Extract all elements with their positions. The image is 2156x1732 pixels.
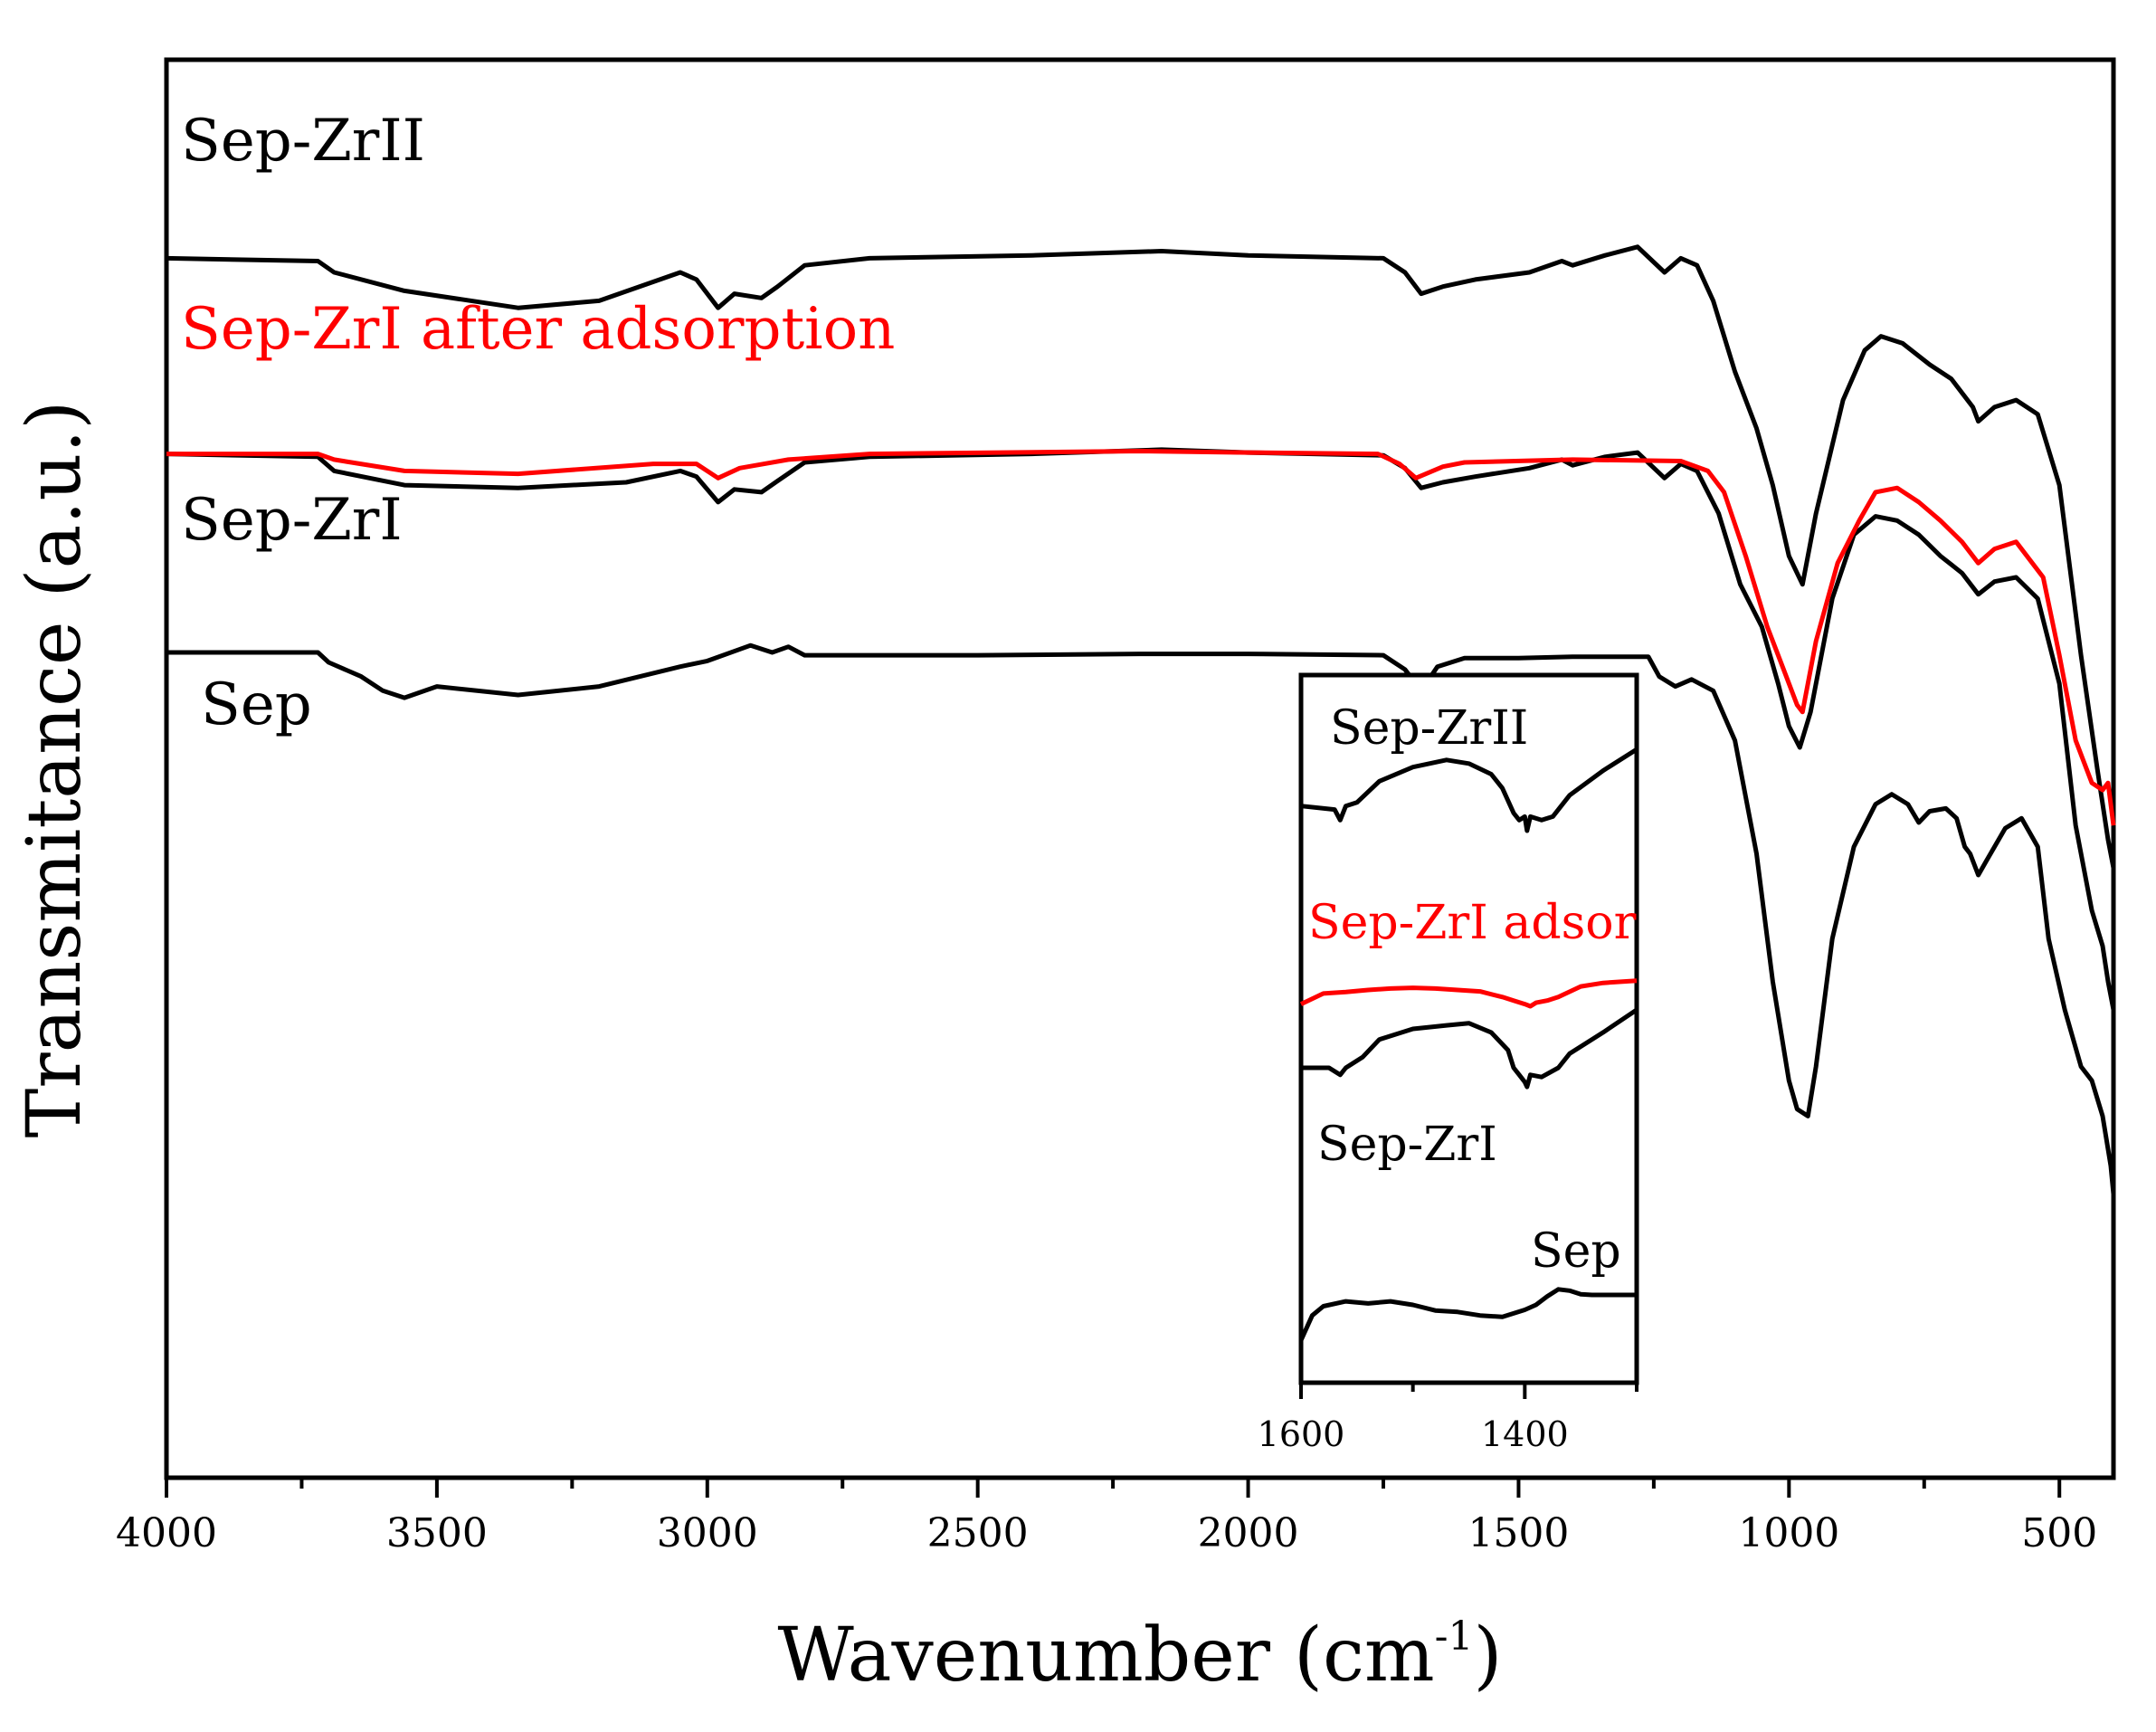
series-label-sep-zri-after-adsorption: Sep-ZrI after adsorption (181, 296, 895, 363)
series-label-sep-zri: Sep-ZrI (181, 487, 403, 554)
series-line-sep-zri-after-adsorption (166, 449, 2116, 826)
y-axis-title: Transmitance (a.u.) (12, 401, 98, 1138)
plot-frame (164, 57, 2116, 1480)
inset-chart: 1600 1400 Sep-ZrII Sep-ZrI adsor Sep-ZrI … (1258, 672, 1639, 1454)
x-axis-ticks: 4000 3500 3000 2500 2000 1500 1000 500 (116, 1478, 2097, 1556)
x-tick-label: 2500 (927, 1510, 1029, 1556)
series-label-sep-zrii: Sep-ZrII (181, 108, 425, 175)
main-series-group (166, 244, 2116, 1194)
series-label-sep: Sep (201, 671, 312, 738)
inset-line-sep-zrii (1300, 747, 1638, 833)
x-axis-title-main: Wavenumber (cm (777, 1613, 1434, 1699)
series-line-sep-zrii (166, 244, 2116, 869)
x-axis-title-superscript: -1 (1435, 1613, 1474, 1660)
inset-line-sep-zri (1301, 1007, 1638, 1090)
x-tick-label: 500 (2021, 1510, 2097, 1556)
series-line-sep (166, 642, 2116, 1194)
inset-line-sep (1298, 1287, 1637, 1342)
x-tick-label: 2000 (1198, 1510, 1299, 1556)
x-tick-label: 1000 (1738, 1510, 1839, 1556)
inset-x-axis-ticks: 1600 1400 (1258, 1383, 1638, 1454)
inset-x-tick-label: 1600 (1258, 1414, 1345, 1454)
inset-frame (1298, 672, 1639, 1385)
x-tick-label: 3500 (386, 1510, 488, 1556)
x-tick-label: 4000 (116, 1510, 217, 1556)
series-line-sep-zri (166, 447, 2116, 1011)
inset-line-sep-zri-adsor (1299, 978, 1638, 1009)
x-tick-label: 1500 (1467, 1510, 1569, 1556)
inset-label-sep-zrii: Sep-ZrII (1330, 701, 1528, 756)
inset-label-sep: Sep (1531, 1224, 1621, 1279)
inset-label-sep-zri: Sep-ZrI (1317, 1118, 1497, 1172)
x-axis-title: Wavenumber (cm-1) (777, 1613, 1502, 1699)
x-tick-label: 3000 (657, 1510, 758, 1556)
inset-x-tick-label: 1400 (1481, 1414, 1569, 1454)
x-axis-title-close: ) (1474, 1613, 1503, 1699)
inset-label-sep-zri-adsor: Sep-ZrI adsor (1308, 896, 1637, 950)
